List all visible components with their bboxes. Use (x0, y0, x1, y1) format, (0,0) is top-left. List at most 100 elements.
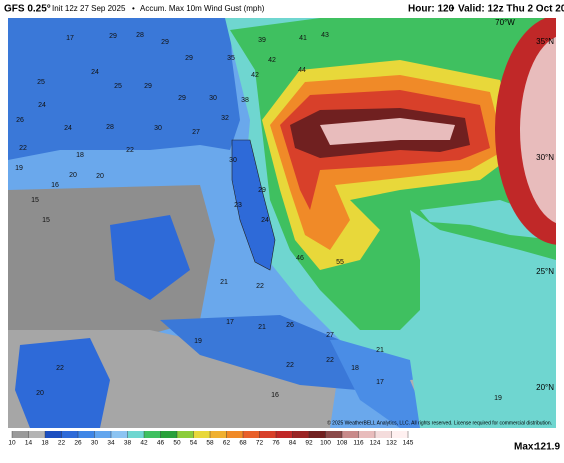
station-value: 28 (106, 124, 114, 131)
valid: Valid: 12z Thu 2 Oct 2025 (458, 4, 564, 15)
station-value: 17 (66, 35, 74, 42)
colorbar-cell (309, 431, 326, 438)
station-value: 29 (109, 33, 117, 40)
init: Init 12z 27 Sep 2025 (52, 4, 126, 13)
station-value: 26 (286, 322, 294, 329)
colorbar-cell (243, 431, 260, 438)
colorbar-cell (193, 431, 211, 438)
station-value: 55 (336, 259, 344, 266)
max-value: 121.9 (535, 442, 560, 453)
colorbar-cell (342, 431, 359, 438)
colorbar-label: 54 (190, 440, 198, 447)
station-value: 32 (221, 115, 229, 122)
station-value: 16 (51, 182, 59, 189)
lat-label: 20°N (536, 383, 554, 392)
colorbar-label: 58 (206, 440, 214, 447)
station-value: 41 (299, 35, 307, 42)
lat-label: 25°N (536, 267, 554, 276)
colorbar-label: 50 (173, 440, 181, 447)
station-value: 17 (376, 379, 384, 386)
station-value: 24 (38, 102, 46, 109)
station-value: 17 (226, 319, 234, 326)
colorbar-cell (391, 431, 409, 438)
station-value: 29 (185, 55, 193, 62)
colorbar-label: 22 (58, 440, 66, 447)
lat-label: 30°N (536, 153, 554, 162)
colorbar-label: 26 (74, 440, 82, 447)
station-value: 24 (261, 217, 269, 224)
station-value: 43 (321, 32, 329, 39)
colorbar-label: 14 (25, 440, 33, 447)
copyright: © 2025 WeatherBELL Analytics, LLC. All r… (327, 419, 552, 426)
colorbar-cell (12, 431, 29, 438)
station-value: 46 (296, 255, 304, 262)
station-value: 20 (36, 390, 44, 397)
map-labels: 17 29 28 29 29 35 39 41 43 42 44 42 25 24 25 29 29 30 38 26… (15, 18, 554, 402)
product: Accum. Max 10m Wind Gust (mph) (140, 4, 265, 13)
colorbar-cell (94, 431, 112, 438)
station-value: 20 (69, 172, 77, 179)
colorbar-label: 145 (403, 440, 414, 447)
colorbar-label: 30 (91, 440, 99, 447)
station-value: 22 (19, 145, 27, 152)
colorbar-label: 46 (157, 440, 165, 447)
colorbar-cell (358, 431, 376, 438)
station-value: 42 (268, 57, 276, 64)
colorbar-label: 92 (305, 440, 313, 447)
station-value: 30 (209, 95, 217, 102)
station-value: 29 (161, 39, 169, 46)
colorbar-label: 132 (386, 440, 397, 447)
hour: Hour: 120 (408, 4, 455, 15)
station-value: 21 (258, 324, 266, 331)
colorbar-label: 76 (272, 440, 280, 447)
station-value: 44 (298, 67, 306, 74)
station-value: 27 (326, 332, 334, 339)
station-value: 21 (376, 347, 384, 354)
station-value: 24 (91, 69, 99, 76)
station-value: 15 (31, 197, 39, 204)
station-value: 29 (178, 95, 186, 102)
gulf-blue (110, 215, 190, 300)
map (8, 18, 556, 428)
colorbar-cell (28, 431, 46, 438)
station-value: 39 (258, 37, 266, 44)
station-value: 27 (192, 129, 200, 136)
model: GFS 0.25° (4, 4, 51, 15)
station-value: 30 (154, 125, 162, 132)
colorbar-label: 108 (337, 440, 348, 447)
station-value: 18 (76, 152, 84, 159)
colorbar-cell (177, 431, 194, 438)
east-storm-core (520, 36, 556, 224)
colorbar-label: 18 (41, 440, 49, 447)
station-value: 16 (271, 392, 279, 399)
colorbar-cell (325, 431, 343, 438)
lon-label: 70°W (495, 18, 515, 27)
colorbar-cell (276, 431, 293, 438)
cuba-region (160, 315, 390, 392)
station-value: 22 (286, 362, 294, 369)
colorbar-cell (259, 431, 277, 438)
colorbar-label: 124 (370, 440, 381, 447)
colorbar-cell (292, 431, 310, 438)
station-value: 24 (64, 125, 72, 132)
colorbar-cell (127, 431, 145, 438)
station-value: 25 (37, 79, 45, 86)
colorbar-cell (375, 431, 392, 438)
colorbar-label: 116 (353, 440, 364, 447)
station-value: 22 (326, 357, 334, 364)
station-value: 20 (96, 173, 104, 180)
station-value: 21 (220, 279, 228, 286)
header-bg (0, 0, 564, 18)
station-value: 25 (114, 83, 122, 90)
station-value: 42 (251, 72, 259, 79)
colorbar-label: 72 (256, 440, 264, 447)
colorbar-cell (61, 431, 79, 438)
station-value: 29 (258, 187, 266, 194)
colorbar-label: 38 (124, 440, 132, 447)
florida (231, 139, 276, 271)
station-value: 30 (229, 157, 237, 164)
station-value: 22 (126, 147, 134, 154)
station-value: 29 (144, 83, 152, 90)
colorbar-cell (160, 431, 178, 438)
